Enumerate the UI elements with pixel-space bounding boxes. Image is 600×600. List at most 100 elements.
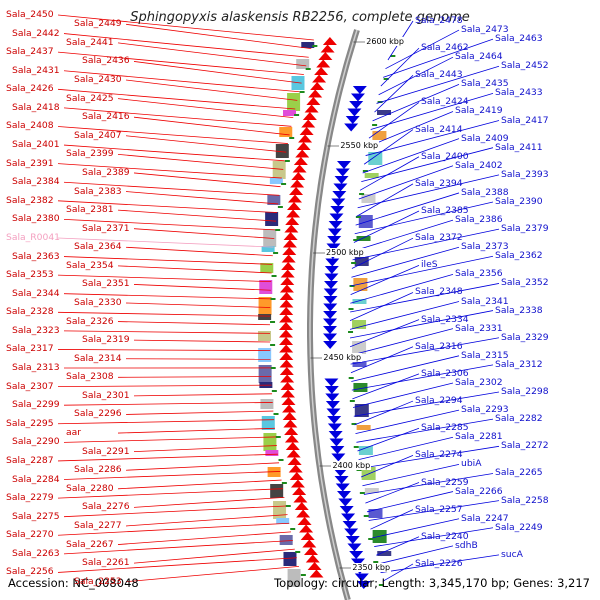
- reverse-gene-arrow: [347, 108, 362, 117]
- forward-gene-arrow: [292, 487, 307, 495]
- reverse-gene-arrow: [331, 198, 346, 207]
- forward-gene-arrow: [322, 37, 337, 45]
- right-gene-label: Sala_2316: [415, 340, 463, 352]
- forward-gene-arrow: [298, 134, 313, 143]
- forward-gene-arrow: [290, 179, 305, 188]
- reverse-gene-arrow: [333, 468, 348, 477]
- left-gene-label: Sala_2256: [6, 566, 54, 578]
- forward-gene-arrow: [316, 59, 331, 68]
- left-gene-leader: [133, 445, 277, 453]
- feature-block-right: [368, 152, 383, 165]
- left-gene-leader: [63, 540, 293, 555]
- reverse-gene-arrow: [328, 431, 343, 439]
- tick-mark: [277, 206, 283, 208]
- right-gene-leader: [351, 364, 494, 391]
- left-gene-label: Sala_2426: [6, 83, 54, 95]
- left-gene-leader: [57, 349, 271, 352]
- reverse-gene-arrow: [325, 401, 340, 409]
- feature-block-right: [356, 236, 371, 241]
- reverse-gene-arrow: [327, 416, 342, 424]
- feature-block-right: [352, 362, 367, 367]
- reverse-gene-arrow: [330, 446, 345, 454]
- right-gene-leader: [362, 138, 460, 174]
- right-gene-label: Sala_2247: [461, 512, 509, 524]
- reverse-gene-arrow: [324, 378, 339, 387]
- left-gene-leader: [57, 51, 304, 75]
- right-gene-leader: [352, 382, 454, 408]
- forward-gene-arrow: [292, 164, 307, 173]
- right-gene-label: Sala_2400: [421, 150, 469, 162]
- right-gene-leader: [380, 47, 420, 87]
- left-gene-leader: [57, 453, 278, 462]
- left-gene-label: aar: [66, 427, 82, 439]
- left-gene-leader: [57, 419, 275, 425]
- forward-gene-arrow: [280, 374, 295, 383]
- right-gene-label: sucA: [501, 548, 523, 560]
- forward-gene-arrow: [284, 224, 299, 233]
- left-gene-leader: [125, 191, 279, 205]
- reverse-gene-arrow: [345, 536, 360, 544]
- reverse-gene-arrow: [329, 213, 344, 222]
- tick-mark: [351, 262, 357, 264]
- left-gene-leader: [57, 88, 296, 110]
- right-gene-label: Sala_2348: [415, 286, 463, 298]
- left-gene-leader: [63, 181, 280, 196]
- feature-block-left: [258, 331, 272, 341]
- left-gene-leader: [133, 172, 281, 188]
- right-gene-label: Sala_2390: [495, 195, 543, 207]
- tick-mark: [348, 331, 354, 333]
- reverse-gene-arrow: [333, 183, 348, 192]
- right-gene-leader: [351, 237, 414, 269]
- right-gene-label: Sala_2473: [461, 24, 509, 36]
- tick-mark: [275, 436, 281, 438]
- left-gene-leader: [117, 42, 307, 67]
- left-gene-leader: [57, 488, 283, 499]
- tick-mark: [312, 45, 318, 47]
- tick-mark: [356, 469, 362, 471]
- reverse-gene-arrow: [324, 386, 339, 394]
- feature-block-right: [352, 320, 367, 329]
- forward-gene-arrow: [306, 97, 321, 105]
- left-gene-leader: [117, 321, 271, 326]
- reverse-gene-arrow: [324, 281, 339, 289]
- right-gene-label: Sala_2452: [501, 60, 549, 72]
- kbp-label: 2550 kbp: [339, 141, 380, 150]
- right-gene-label: Sala_2338: [495, 304, 543, 316]
- forward-gene-arrow: [287, 194, 302, 203]
- right-gene-label: Sala_2379: [501, 223, 549, 235]
- reverse-gene-arrow: [323, 333, 338, 342]
- left-gene-leader: [57, 14, 314, 41]
- right-gene-leader: [382, 563, 414, 582]
- tick-mark: [273, 413, 279, 415]
- tick-mark: [349, 400, 355, 402]
- right-gene-label: Sala_2293: [461, 404, 509, 416]
- tick-mark: [355, 216, 361, 218]
- right-gene-leader: [350, 283, 500, 313]
- feature-block-left: [270, 484, 284, 498]
- tick-mark: [299, 91, 305, 93]
- feature-block-left: [261, 246, 275, 252]
- left-gene-label: Sala_2363: [12, 250, 60, 262]
- reverse-gene-arrow: [345, 116, 360, 124]
- forward-gene-arrow: [283, 419, 298, 428]
- right-gene-leader: [365, 120, 500, 156]
- reverse-gene-arrow: [323, 288, 338, 297]
- left-gene-leader: [57, 237, 274, 248]
- left-gene-label: Sala_2263: [12, 547, 60, 559]
- forward-gene-arrow: [295, 149, 310, 158]
- left-gene-label: Sala_2364: [74, 241, 122, 253]
- right-gene-leader: [363, 473, 494, 495]
- left-gene-leader: [63, 256, 273, 265]
- reverse-gene-arrow: [330, 206, 345, 214]
- forward-gene-arrow: [314, 67, 329, 75]
- left-gene-label: Sala_2391: [6, 157, 54, 169]
- feature-block-left: [287, 93, 301, 111]
- tick-mark: [305, 68, 311, 70]
- tick-mark: [359, 492, 365, 494]
- left-gene-label: Sala_2389: [82, 166, 130, 178]
- left-gene-label: Sala_2261: [82, 557, 130, 569]
- reverse-gene-arrow: [334, 476, 349, 484]
- feature-block-left: [275, 144, 289, 158]
- forward-gene-arrow: [279, 344, 294, 353]
- tick-mark: [363, 515, 369, 517]
